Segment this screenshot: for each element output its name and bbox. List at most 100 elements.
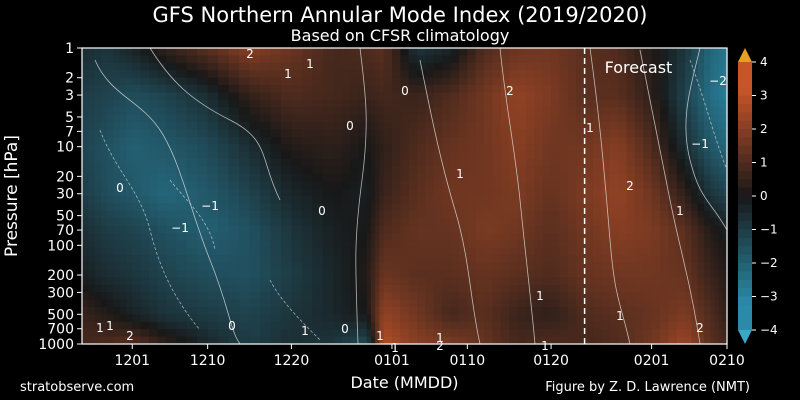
heatmap-cell	[492, 247, 502, 256]
heatmap-cell	[400, 203, 410, 212]
heatmap-cell	[291, 151, 303, 160]
heatmap-cell	[475, 307, 485, 315]
heatmap-cell	[710, 181, 716, 190]
heatmap-cell	[149, 196, 158, 204]
heatmap-cell	[186, 173, 198, 182]
heatmap-cell	[100, 55, 108, 64]
heatmap-cell	[358, 203, 368, 212]
heatmap-cell	[228, 151, 240, 160]
heatmap-cell	[559, 159, 569, 167]
heatmap-cell	[450, 55, 460, 64]
heatmap-cell	[703, 292, 711, 301]
heatmap-cell	[350, 262, 360, 271]
heatmap-cell	[383, 292, 393, 301]
heatmap-cell	[140, 203, 150, 212]
heatmap-cell	[149, 292, 158, 301]
heatmap-cell	[239, 240, 251, 249]
heatmap-cell	[592, 210, 602, 219]
heatmap-cell	[651, 210, 661, 219]
heatmap-cell	[417, 336, 427, 345]
heatmap-cell	[542, 107, 552, 116]
heatmap-cell	[703, 129, 711, 138]
heatmap-cell	[375, 321, 380, 330]
heatmap-cell	[207, 122, 219, 130]
heatmap-cell	[433, 233, 443, 241]
heatmap-cell	[697, 262, 705, 271]
heatmap-cell	[668, 196, 678, 204]
heatmap-cell	[333, 151, 343, 160]
heatmap-cell	[113, 329, 121, 338]
heatmap-cell	[157, 218, 167, 227]
heatmap-cell	[626, 336, 636, 345]
heatmap-cell	[718, 203, 724, 212]
heatmap-cell	[358, 247, 368, 256]
heatmap-cell	[659, 55, 669, 64]
heatmap-cell	[697, 151, 705, 160]
heatmap-cell	[379, 218, 385, 227]
heatmap-cell	[228, 240, 240, 249]
heatmap-cell	[492, 321, 502, 330]
heatmap-cell	[567, 55, 577, 64]
contour-label: 1	[586, 121, 594, 135]
heatmap-cell	[651, 247, 661, 256]
heatmap-cell	[668, 173, 678, 182]
colorbar-tick-label: 2	[760, 122, 768, 136]
heatmap-cell	[119, 233, 127, 241]
heatmap-cell	[341, 299, 351, 308]
heatmap-cell	[668, 188, 678, 197]
heatmap-cell	[383, 188, 393, 197]
heatmap-cell	[433, 107, 443, 116]
heatmap-cell	[94, 188, 102, 197]
heatmap-cell	[140, 77, 150, 86]
heatmap-cell	[697, 136, 705, 145]
heatmap-cell	[125, 173, 133, 182]
colorbar-segment	[738, 263, 752, 272]
heatmap-cell	[542, 136, 552, 145]
heatmap-cell	[592, 129, 602, 138]
heatmap-cell	[107, 321, 115, 330]
heatmap-cell	[703, 233, 711, 241]
heatmap-cell	[249, 292, 261, 301]
heatmap-cell	[643, 299, 653, 308]
heatmap-cell	[626, 188, 636, 197]
heatmap-cell	[651, 225, 661, 234]
heatmap-cell	[425, 99, 435, 108]
heatmap-cell	[100, 107, 108, 116]
heatmap-cell	[260, 225, 272, 234]
heatmap-cell	[333, 55, 343, 64]
heatmap-cell	[149, 129, 158, 138]
heatmap-cell	[218, 77, 230, 86]
heatmap-cell	[350, 173, 360, 182]
heatmap-cell	[517, 70, 527, 79]
heatmap-cell	[94, 181, 102, 190]
heatmap-cell	[592, 203, 602, 212]
heatmap-cell	[542, 247, 552, 256]
heatmap-cell	[676, 114, 686, 123]
heatmap-cell	[270, 99, 282, 108]
heatmap-cell	[442, 225, 452, 234]
heatmap-cell	[358, 299, 368, 308]
heatmap-cell	[383, 159, 393, 167]
heatmap-cell	[207, 255, 219, 264]
heatmap-cell	[676, 99, 686, 108]
heatmap-cell	[391, 284, 401, 293]
heatmap-cell	[197, 277, 209, 286]
heatmap-cell	[592, 240, 602, 249]
heatmap-cell	[584, 299, 594, 308]
heatmap-cell	[659, 70, 669, 79]
heatmap-cell	[186, 122, 198, 130]
heatmap-cell	[618, 307, 628, 315]
heatmap-cell	[710, 62, 716, 71]
heatmap-cell	[119, 99, 127, 108]
heatmap-cell	[551, 48, 561, 56]
heatmap-cell	[703, 55, 711, 64]
heatmap-cell	[107, 262, 115, 271]
heatmap-cell	[239, 307, 251, 315]
heatmap-cell	[458, 188, 468, 197]
heatmap-cell	[228, 159, 240, 167]
heatmap-cell	[525, 85, 535, 93]
heatmap-cell	[333, 233, 343, 241]
heatmap-cell	[651, 299, 661, 308]
heatmap-cell	[218, 336, 230, 345]
heatmap-cell	[408, 114, 418, 123]
